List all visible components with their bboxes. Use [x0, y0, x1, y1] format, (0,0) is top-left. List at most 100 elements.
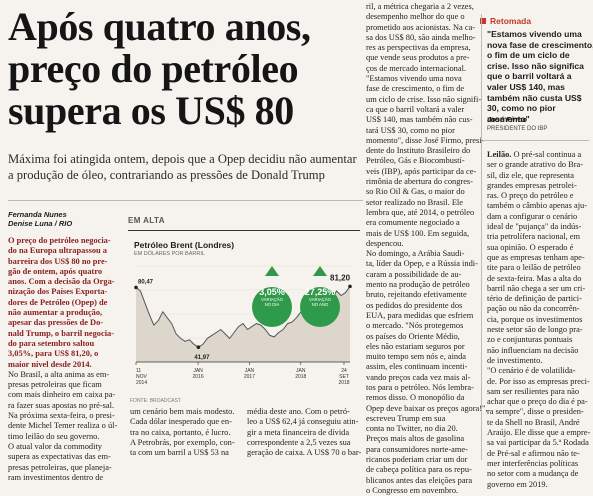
square-bullet-icon — [480, 18, 486, 24]
text-line: de cabeça política para os repu- — [366, 465, 472, 475]
text-line: mento na produção de petróleo — [366, 280, 470, 290]
text-line: No Brasil, a alta anima as em- — [8, 369, 110, 379]
text-line: média deste ano. Com o petró- — [247, 407, 350, 416]
text-line: cia, porque os investimentos — [487, 314, 583, 324]
quote-line: nova fase de crescimento, — [487, 39, 593, 50]
text-line: pação ou não da concorrên- — [487, 304, 580, 314]
text-line: gir a meta financeira de dívida — [247, 427, 350, 437]
chart-title: Petróleo Brent (Londres) — [134, 240, 235, 250]
text-line: sil, diz ele, que representa — [487, 170, 574, 180]
data-point — [134, 285, 138, 290]
quote-role: PRESIDENTE DO IBP — [487, 126, 548, 132]
pull-quote: "Estamos vivendo uma nova fase de crescim… — [487, 29, 593, 124]
sidebar-tag-label: Retomada — [490, 16, 532, 26]
text-line: assim, eles continuam incenti- — [366, 362, 468, 372]
byline-author: Denise Luna / RIO — [8, 219, 73, 228]
data-point — [196, 345, 201, 350]
text-line: ricanos poderiam criar um dor — [366, 455, 468, 465]
text-line: um ciclo de crise. Isso não signifi- — [366, 94, 482, 104]
text-line: correspondente a 2,5 vezes sua — [247, 437, 351, 447]
text-line: tará US$ 30, como no pior — [366, 125, 455, 135]
x-tick-label: SET — [339, 374, 349, 380]
text-line: do para setembro saltou — [8, 338, 95, 348]
text-line: desempenho melhor do que o — [366, 12, 465, 22]
text-line: supera as expectativas das em- — [8, 452, 111, 462]
text-line: de investimento. — [487, 355, 543, 365]
text-line: era comumente negociado a — [366, 218, 460, 228]
text-line: dam a configurar o cenário — [487, 211, 578, 221]
column-3-bottom: média deste ano. Com o petró-leo a US$ 6… — [247, 407, 362, 458]
text-line: barreira dos US$ 80 no pre- — [8, 256, 108, 266]
x-tick-label: JAN — [245, 368, 255, 374]
arrow-up-icon — [313, 266, 327, 276]
text-line: grandes empresas petrolei- — [487, 180, 577, 190]
text-line: Araújo. Ele disse que a empre- — [487, 428, 591, 438]
text-line: bruto, rejeitando efetivamente — [366, 290, 467, 300]
text-line: Petróleo, Gás e Biocombustí- — [366, 156, 465, 166]
text-line: A Petrobrás, por exemplo, con- — [130, 437, 235, 447]
text-line: tério de definição de partici- — [487, 294, 582, 304]
text-line: de Pré-sal e afirmou não te- — [487, 448, 580, 458]
column-2-bottom: um cenário bem mais modesto. Cada dólar i… — [130, 407, 242, 458]
variation-day-value: 3,05% — [259, 287, 285, 297]
text-line: anos. Com a decisão da Orga- — [8, 277, 115, 287]
data-point — [348, 284, 352, 289]
text-line: timo leilão do seu governo. — [8, 431, 100, 441]
variation-day-caption: NO DIA — [264, 302, 280, 307]
text-line: prometido aos acionistas. Na ca- — [366, 22, 476, 32]
sidebar-tag: Retomada — [480, 16, 531, 26]
text-line: do na Europa ultrapassou a — [8, 246, 107, 256]
text-line: não aumentar a produção, — [8, 308, 103, 318]
text-line: res as perspectivas da empresa, — [366, 43, 471, 53]
text-line: mer interferências políticas — [487, 458, 579, 468]
text-line: tite para o leilão de petróleo — [487, 263, 581, 273]
text-line: de. Por isso as empresas preci- — [487, 376, 590, 386]
text-line: neste setor são de longo pra- — [487, 325, 583, 335]
text-line: também o câmbio apenas aju- — [487, 201, 587, 211]
quote-line: que o barril voltará a — [487, 71, 572, 82]
text-line: dente Michel Temer realiza o úl- — [8, 421, 118, 431]
quote-line: 30, como no pior — [487, 103, 556, 114]
text-line: "O cenário é de volatilida- — [487, 366, 576, 376]
text-line: no setor com a mudança de — [487, 469, 579, 479]
headline: Após quatro anos, preço do petróleo supe… — [8, 6, 336, 132]
x-tick-label: 2018 — [295, 374, 306, 380]
min-value-label: 41,97 — [194, 355, 210, 361]
text-line: eles não estariam seguros por — [366, 341, 465, 351]
chart-section-tag: EM ALTA — [128, 216, 360, 231]
byline: Fernanda Nunes Denise Luna / RIO — [8, 210, 118, 228]
text-line: te da Shell no Brasil, André — [487, 417, 580, 427]
text-line: O preço do petróleo negocia- — [8, 236, 111, 245]
text-line: Cada dólar inesperado que en- — [130, 417, 232, 427]
text-line: geração de caixa. A US$ 70 o bar- — [247, 448, 362, 458]
text-line: gão de ontem, após quatro — [8, 266, 103, 276]
text-line: "Estamos vivendo uma nova — [366, 74, 462, 84]
x-tick-label: 2018 — [338, 380, 349, 386]
text-line: zo e conjunturas pontuais — [487, 335, 573, 345]
variation-year-value: 27,25% — [304, 287, 336, 297]
text-line: para consumidores norte-ame- — [366, 444, 468, 454]
deck-line: Máxima foi atingida ontem, depois que a … — [8, 152, 357, 166]
text-line: que vende seus produtos a pre- — [366, 53, 470, 63]
divider — [8, 200, 363, 201]
text-line: ra fazer suas apostas no pré-sal. — [8, 400, 115, 410]
deck: Máxima foi atingida ontem, depois que a … — [8, 151, 357, 183]
text-line: lembra que, até 2014, o petróleo — [366, 207, 475, 217]
text-line: Preços mais altos de gasolina — [366, 434, 465, 444]
text-line: dente do Instituto Brasileiro do — [366, 146, 471, 156]
quote-line: crise. Isso não significa — [487, 60, 584, 71]
text-line: barril não chega a ser um cri- — [487, 283, 586, 293]
text-line: conta no Twitter, no dia 20. — [366, 424, 458, 434]
text-line: os pedidos do presidente dos — [366, 300, 463, 310]
text-line: ril, a métrica chegaria a 2 vezes, — [366, 2, 474, 11]
chart-y-label: EM DÓLARES POR BARRIL — [134, 251, 205, 257]
text-line: despencou. — [366, 238, 404, 248]
text-line: um cenário bem mais modesto. — [130, 407, 235, 416]
text-line: dores de Petróleo (Opep) de — [8, 297, 108, 307]
text-line: sa dos US$ 80, são ainda melho- — [366, 32, 476, 42]
headline-line: supera os US$ 80 — [8, 88, 294, 133]
text-line: Na próxima sexta-feira, o presi- — [8, 411, 115, 421]
text-line: momento", disse José Firmo, presi- — [366, 135, 485, 145]
quote-line: valer US$ 140, mas — [487, 81, 565, 92]
text-line: No domingo, a Arábia Saudi- — [366, 249, 465, 259]
